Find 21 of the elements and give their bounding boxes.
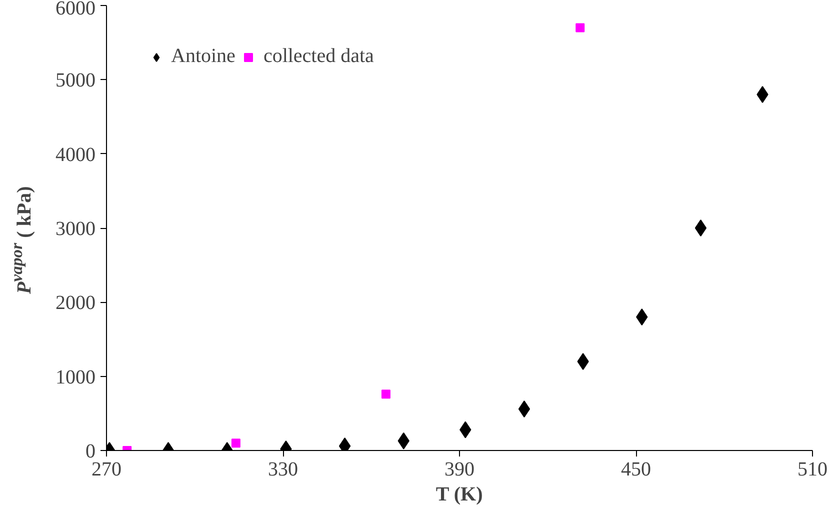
y-tick-label: 5000 bbox=[56, 70, 96, 92]
x-tick-label: 510 bbox=[798, 458, 828, 480]
point bbox=[636, 308, 648, 326]
x-tick-label: 450 bbox=[621, 458, 651, 480]
y-tick-label: 6000 bbox=[56, 0, 96, 20]
x-tick-label: 390 bbox=[444, 458, 474, 480]
x-axis-title: T (K) bbox=[436, 484, 483, 506]
legend-label: collected data bbox=[263, 45, 374, 68]
point bbox=[694, 220, 707, 236]
y-tick-label: 4000 bbox=[56, 144, 96, 166]
legend-label: Antoine bbox=[171, 45, 236, 68]
point bbox=[577, 353, 589, 370]
x-tick-label: 330 bbox=[268, 458, 298, 480]
point bbox=[756, 86, 768, 103]
y-tick-label: 3000 bbox=[56, 218, 96, 240]
point bbox=[381, 390, 390, 399]
point bbox=[518, 400, 530, 418]
y-tick-label: 1000 bbox=[56, 366, 96, 388]
y-tick-label: 2000 bbox=[56, 292, 96, 314]
point bbox=[231, 438, 240, 448]
point bbox=[576, 23, 585, 32]
